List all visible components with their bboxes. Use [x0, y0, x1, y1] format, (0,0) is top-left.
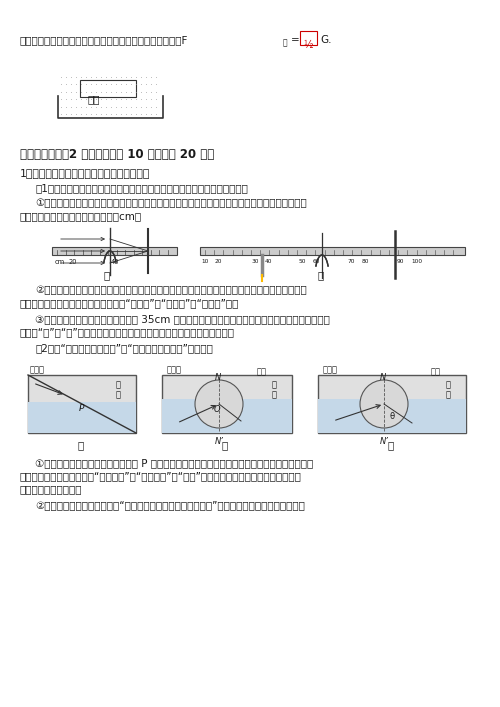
- FancyBboxPatch shape: [300, 30, 316, 45]
- Text: 30: 30: [251, 259, 258, 264]
- Text: 70: 70: [348, 259, 356, 264]
- Circle shape: [195, 380, 243, 428]
- Text: O: O: [214, 405, 220, 414]
- Text: 光屏: 光屏: [257, 367, 267, 376]
- FancyBboxPatch shape: [80, 79, 136, 96]
- Text: 木块: 木块: [88, 94, 101, 104]
- Text: ①如图甲所示，小明将一束激光射至 P 点，形成一个光斑，向水槽内慢慢注水，水槽底部光斑的位: ①如图甲所示，小明将一束激光射至 P 点，形成一个光斑，向水槽内慢慢注水，水槽底…: [35, 458, 313, 468]
- Text: 40: 40: [111, 259, 120, 265]
- Text: 激光笔: 激光笔: [323, 365, 338, 374]
- Text: （选填“左”或“右”）移动，此时光屏出现的是倒立、＿＿＿＿＿＿的实像。: （选填“左”或“右”）移动，此时光屏出现的是倒立、＿＿＿＿＿＿的实像。: [20, 327, 235, 337]
- Bar: [162, 399, 292, 433]
- Text: G.: G.: [320, 35, 332, 45]
- Text: N: N: [215, 373, 221, 382]
- Text: 乙: 乙: [318, 270, 324, 280]
- Text: cm: cm: [55, 259, 65, 265]
- Text: 置将＿＿＿＿＿＿＿（选填“向左移动”、“向右移动”或“不动”），这说明光从空气斜射入水中时，: 置将＿＿＿＿＿＿＿（选填“向左移动”、“向右移动”或“不动”），这说明光从空气斜…: [20, 471, 302, 481]
- Text: 10: 10: [201, 259, 208, 264]
- Text: 四、实验探究（2 小题，每小题 10 分，共计 20 分）: 四、实验探究（2 小题，每小题 10 分，共计 20 分）: [20, 148, 214, 161]
- Bar: [200, 247, 465, 255]
- Text: P: P: [79, 404, 84, 413]
- Text: =: =: [291, 35, 300, 45]
- Text: N’: N’: [215, 437, 224, 446]
- Bar: [52, 247, 177, 255]
- Text: θ: θ: [389, 412, 394, 421]
- Text: 乙: 乙: [222, 440, 228, 450]
- Text: 40: 40: [265, 259, 272, 264]
- Text: 20: 20: [69, 259, 78, 265]
- Circle shape: [360, 380, 408, 428]
- Text: 激光笔: 激光笔: [167, 365, 182, 374]
- Text: 传播方向会发生偏折；: 传播方向会发生偏折；: [20, 484, 82, 494]
- Text: 槽: 槽: [446, 390, 451, 399]
- Text: 压: 压: [283, 38, 288, 47]
- Text: 水: 水: [272, 380, 277, 389]
- Text: ②如图乙所示，小明继续探究“光从空气射入水中时的折射特点”，他使用可折转的光屏，是为了: ②如图乙所示，小明继续探究“光从空气射入水中时的折射特点”，他使用可折转的光屏，…: [35, 500, 305, 510]
- Text: 导出：若把木块全部浸没于水中时，至少需要施加的压力为F: 导出：若把木块全部浸没于水中时，至少需要施加的压力为F: [20, 35, 188, 45]
- Text: 丙: 丙: [387, 440, 393, 450]
- Text: 知该凸透镜的焦距为＿＿＿＿＿＿＿cm：: 知该凸透镜的焦距为＿＿＿＿＿＿＿cm：: [20, 211, 142, 221]
- Text: （1）小安用凸透镜、蜡烛、光屏和光具座等器材，探究凸透镜成像的规律。: （1）小安用凸透镜、蜡烛、光屏和光具座等器材，探究凸透镜成像的规律。: [35, 183, 248, 193]
- Text: 水: 水: [446, 380, 451, 389]
- Text: 甲: 甲: [104, 270, 110, 280]
- Text: N: N: [380, 373, 386, 382]
- Text: 80: 80: [362, 259, 370, 264]
- Text: 与＿＿＿＿＿＿的成像原理相同（选填“照相机”、“投影仪”、“放大镜”）：: 与＿＿＿＿＿＿的成像原理相同（选填“照相机”、“投影仪”、“放大镜”）：: [20, 298, 240, 308]
- Bar: [28, 375, 136, 433]
- Text: ①如图甲所示，让一束平行光正对凸透镜，移动光屏，直到光屏上出现最小、最亮的光斑，由此可: ①如图甲所示，让一束平行光正对凸透镜，移动光屏，直到光屏上出现最小、最亮的光斑，…: [35, 198, 307, 208]
- Text: 100: 100: [411, 259, 422, 264]
- Text: 20: 20: [215, 259, 222, 264]
- Text: 激光笔: 激光笔: [30, 365, 45, 374]
- Text: N’: N’: [380, 437, 389, 446]
- Text: 水: 水: [116, 380, 121, 389]
- Text: 90: 90: [397, 259, 404, 264]
- Text: ③保持透镜的位置不动，将蜡烛移至 35cm 刻度处，要观察到蜡烛的清晰的像，按下来应将光屏向＿: ③保持透镜的位置不动，将蜡烛移至 35cm 刻度处，要观察到蜡烛的清晰的像，按下…: [35, 314, 330, 324]
- Text: 甲: 甲: [77, 440, 83, 450]
- Bar: [318, 399, 466, 433]
- Text: 50: 50: [299, 259, 306, 264]
- Bar: [318, 375, 466, 433]
- Text: ②固定凸透镜，移动蜡烛，再慢慢移动光屏直到光屏上出现清晰的像，如图乙所示，此时所成的像: ②固定凸透镜，移动蜡烛，再慢慢移动光屏直到光屏上出现清晰的像，如图乙所示，此时所…: [35, 285, 307, 295]
- Text: 槽: 槽: [116, 390, 121, 399]
- Bar: [162, 375, 292, 433]
- Text: ½: ½: [303, 40, 312, 50]
- Text: 60: 60: [313, 259, 320, 264]
- Text: 槽: 槽: [272, 390, 277, 399]
- Bar: [28, 402, 136, 433]
- Text: （2）在“初识光的折射现象”和“探究光的折射规律”实验中。: （2）在“初识光的折射现象”和“探究光的折射规律”实验中。: [35, 343, 213, 353]
- Text: 1、请根据所学知识完成下面两个光学实验：: 1、请根据所学知识完成下面两个光学实验：: [20, 168, 150, 178]
- Text: 光屏: 光屏: [431, 367, 441, 376]
